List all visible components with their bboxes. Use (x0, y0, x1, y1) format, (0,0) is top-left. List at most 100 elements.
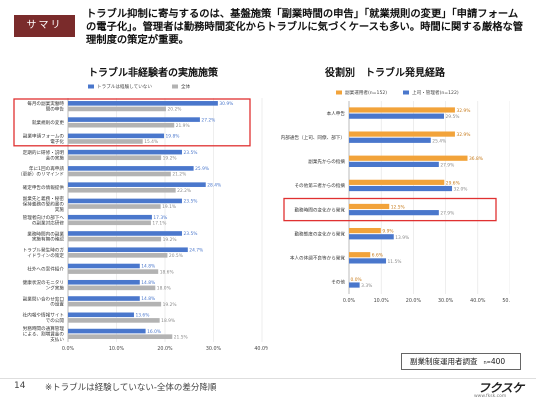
x-tick-label: 10.0% (109, 346, 125, 352)
footnote: ※トラブルは経験していない-全体の差分降順 (45, 383, 217, 393)
x-tick-label: 50.0% (502, 298, 510, 304)
bar (68, 122, 175, 128)
bar (349, 155, 468, 161)
bar (68, 182, 206, 187)
x-tick-label: 0.0% (343, 298, 356, 304)
value-label: 12.5% (391, 204, 405, 210)
bar (68, 187, 176, 193)
value-label: 30.9% (219, 101, 233, 107)
value-label: 19.8% (166, 134, 180, 140)
value-label: 14.8% (141, 296, 155, 302)
category-label: 労務時間の通算管理 (23, 325, 65, 332)
highlight-box (13, 98, 251, 147)
bar (349, 210, 439, 216)
legend-label: トラブルは経験していない (97, 83, 152, 90)
bar (68, 149, 182, 155)
bar (68, 236, 162, 242)
value-label: 32.0% (454, 187, 468, 193)
value-label: 29.6% (446, 180, 460, 186)
x-tick-label: 10.0% (374, 298, 390, 304)
value-label: 20.2% (167, 107, 181, 113)
summary-line: 理制度の策定が重要。 (86, 34, 189, 47)
x-tick-label: 40.0% (470, 298, 486, 304)
bar (68, 318, 160, 323)
bar (68, 101, 218, 106)
bar (68, 269, 159, 274)
right-chart: 副業運用者(n=152) 上司・管理者(n=122) 0.0% 10.0% 20.0% 3… (281, 89, 510, 304)
category-label: の設置 (50, 301, 64, 308)
bar (68, 263, 140, 269)
x-tick-label: 30.0% (206, 346, 222, 352)
summary-line: トラブル抑制に寄与するのは、基盤施策「副業時間の申告」「就業規則の変更」「申請フ… (86, 8, 519, 20)
category-label: 電子化 (50, 138, 64, 145)
source-n-value: 400 (490, 357, 506, 366)
bar (68, 220, 151, 226)
bar (68, 117, 200, 122)
value-label: 23.5% (183, 150, 197, 156)
summary-line: の電子化」。管理者は勤務時間変化からトラブルに気づくケースも多い。時間に関する厳… (86, 21, 524, 34)
left-chart-title: トラブル非経験者の実施施策 (88, 68, 218, 79)
value-label: 9.9% (382, 229, 393, 235)
category-label: 勤務時間の変化から発覚 (294, 206, 345, 213)
value-label: 19.1% (162, 204, 176, 210)
category-label: 社内報や情報サイト (23, 312, 64, 319)
bar (68, 253, 168, 258)
category-label: 副業先からの指摘 (308, 158, 345, 165)
value-label: 29.5% (445, 114, 459, 120)
bar (68, 328, 146, 334)
source-label: 副業制度運用者調査 (410, 357, 478, 366)
value-label: 0.0% (351, 277, 362, 283)
bar (349, 203, 390, 210)
value-label: 21.9% (176, 123, 190, 129)
bar (349, 113, 444, 119)
page-number: 14 (14, 381, 26, 391)
value-label: 25.9% (195, 166, 209, 172)
category-label: その他 (331, 279, 345, 286)
category-label: 毎月の副業実働時 (27, 100, 64, 107)
category-label: 年に1回の再申請 (29, 165, 64, 172)
value-label: 28.4% (207, 182, 221, 188)
legend-label: 副業運用者(n=152) (345, 89, 387, 96)
category-label: 就業規則の変更 (32, 119, 65, 126)
value-label: 18.6% (160, 269, 174, 275)
category-label: 勤務態度の変化から発覚 (294, 230, 345, 237)
value-label: 18.9% (161, 318, 175, 324)
bar (349, 258, 387, 264)
category-label: 実施有無の確認 (32, 236, 65, 243)
category-label: での公開 (46, 318, 65, 324)
value-label: 24.7% (189, 247, 203, 253)
bar (349, 234, 394, 240)
bar (349, 252, 371, 258)
bar (68, 301, 162, 307)
bar (68, 155, 162, 161)
bar (68, 312, 134, 318)
value-label: 19.2% (163, 237, 177, 243)
x-tick-label: 0.0% (62, 346, 75, 352)
value-label: 19.2% (163, 155, 177, 161)
summary-text: トラブル抑制に寄与するのは、基盤施策「副業時間の申告」「就業規則の変更」「申請フ… (86, 8, 526, 48)
category-label: 本人の体調不良等から発覚 (290, 255, 346, 262)
x-tick-label: 30.0% (438, 298, 454, 304)
bar (349, 107, 455, 113)
bar (68, 204, 161, 209)
bar (68, 198, 182, 204)
bar (68, 214, 152, 220)
bar (68, 171, 171, 177)
bar (68, 296, 140, 301)
bar (68, 334, 173, 339)
category-label: 定期的に研修・説明 (23, 149, 65, 156)
value-label: 25.4% (432, 138, 446, 144)
source-n-prefix: n= (483, 360, 491, 366)
bar (68, 279, 140, 285)
source-box: 副業制度運用者調査 n=400 (401, 353, 521, 370)
category-label: 間の申告 (46, 106, 65, 113)
value-label: 27.2% (201, 117, 215, 123)
value-label: 36.8% (469, 156, 483, 162)
category-label: の副業対応研修 (32, 219, 65, 226)
value-label: 17.1% (152, 221, 166, 227)
value-label: 20.5% (169, 253, 183, 259)
category-label: 健康状況のモニタリ (23, 279, 64, 286)
value-label: 11.5% (388, 259, 402, 265)
bar (349, 131, 455, 137)
x-tick-label: 40.0% (254, 346, 268, 352)
